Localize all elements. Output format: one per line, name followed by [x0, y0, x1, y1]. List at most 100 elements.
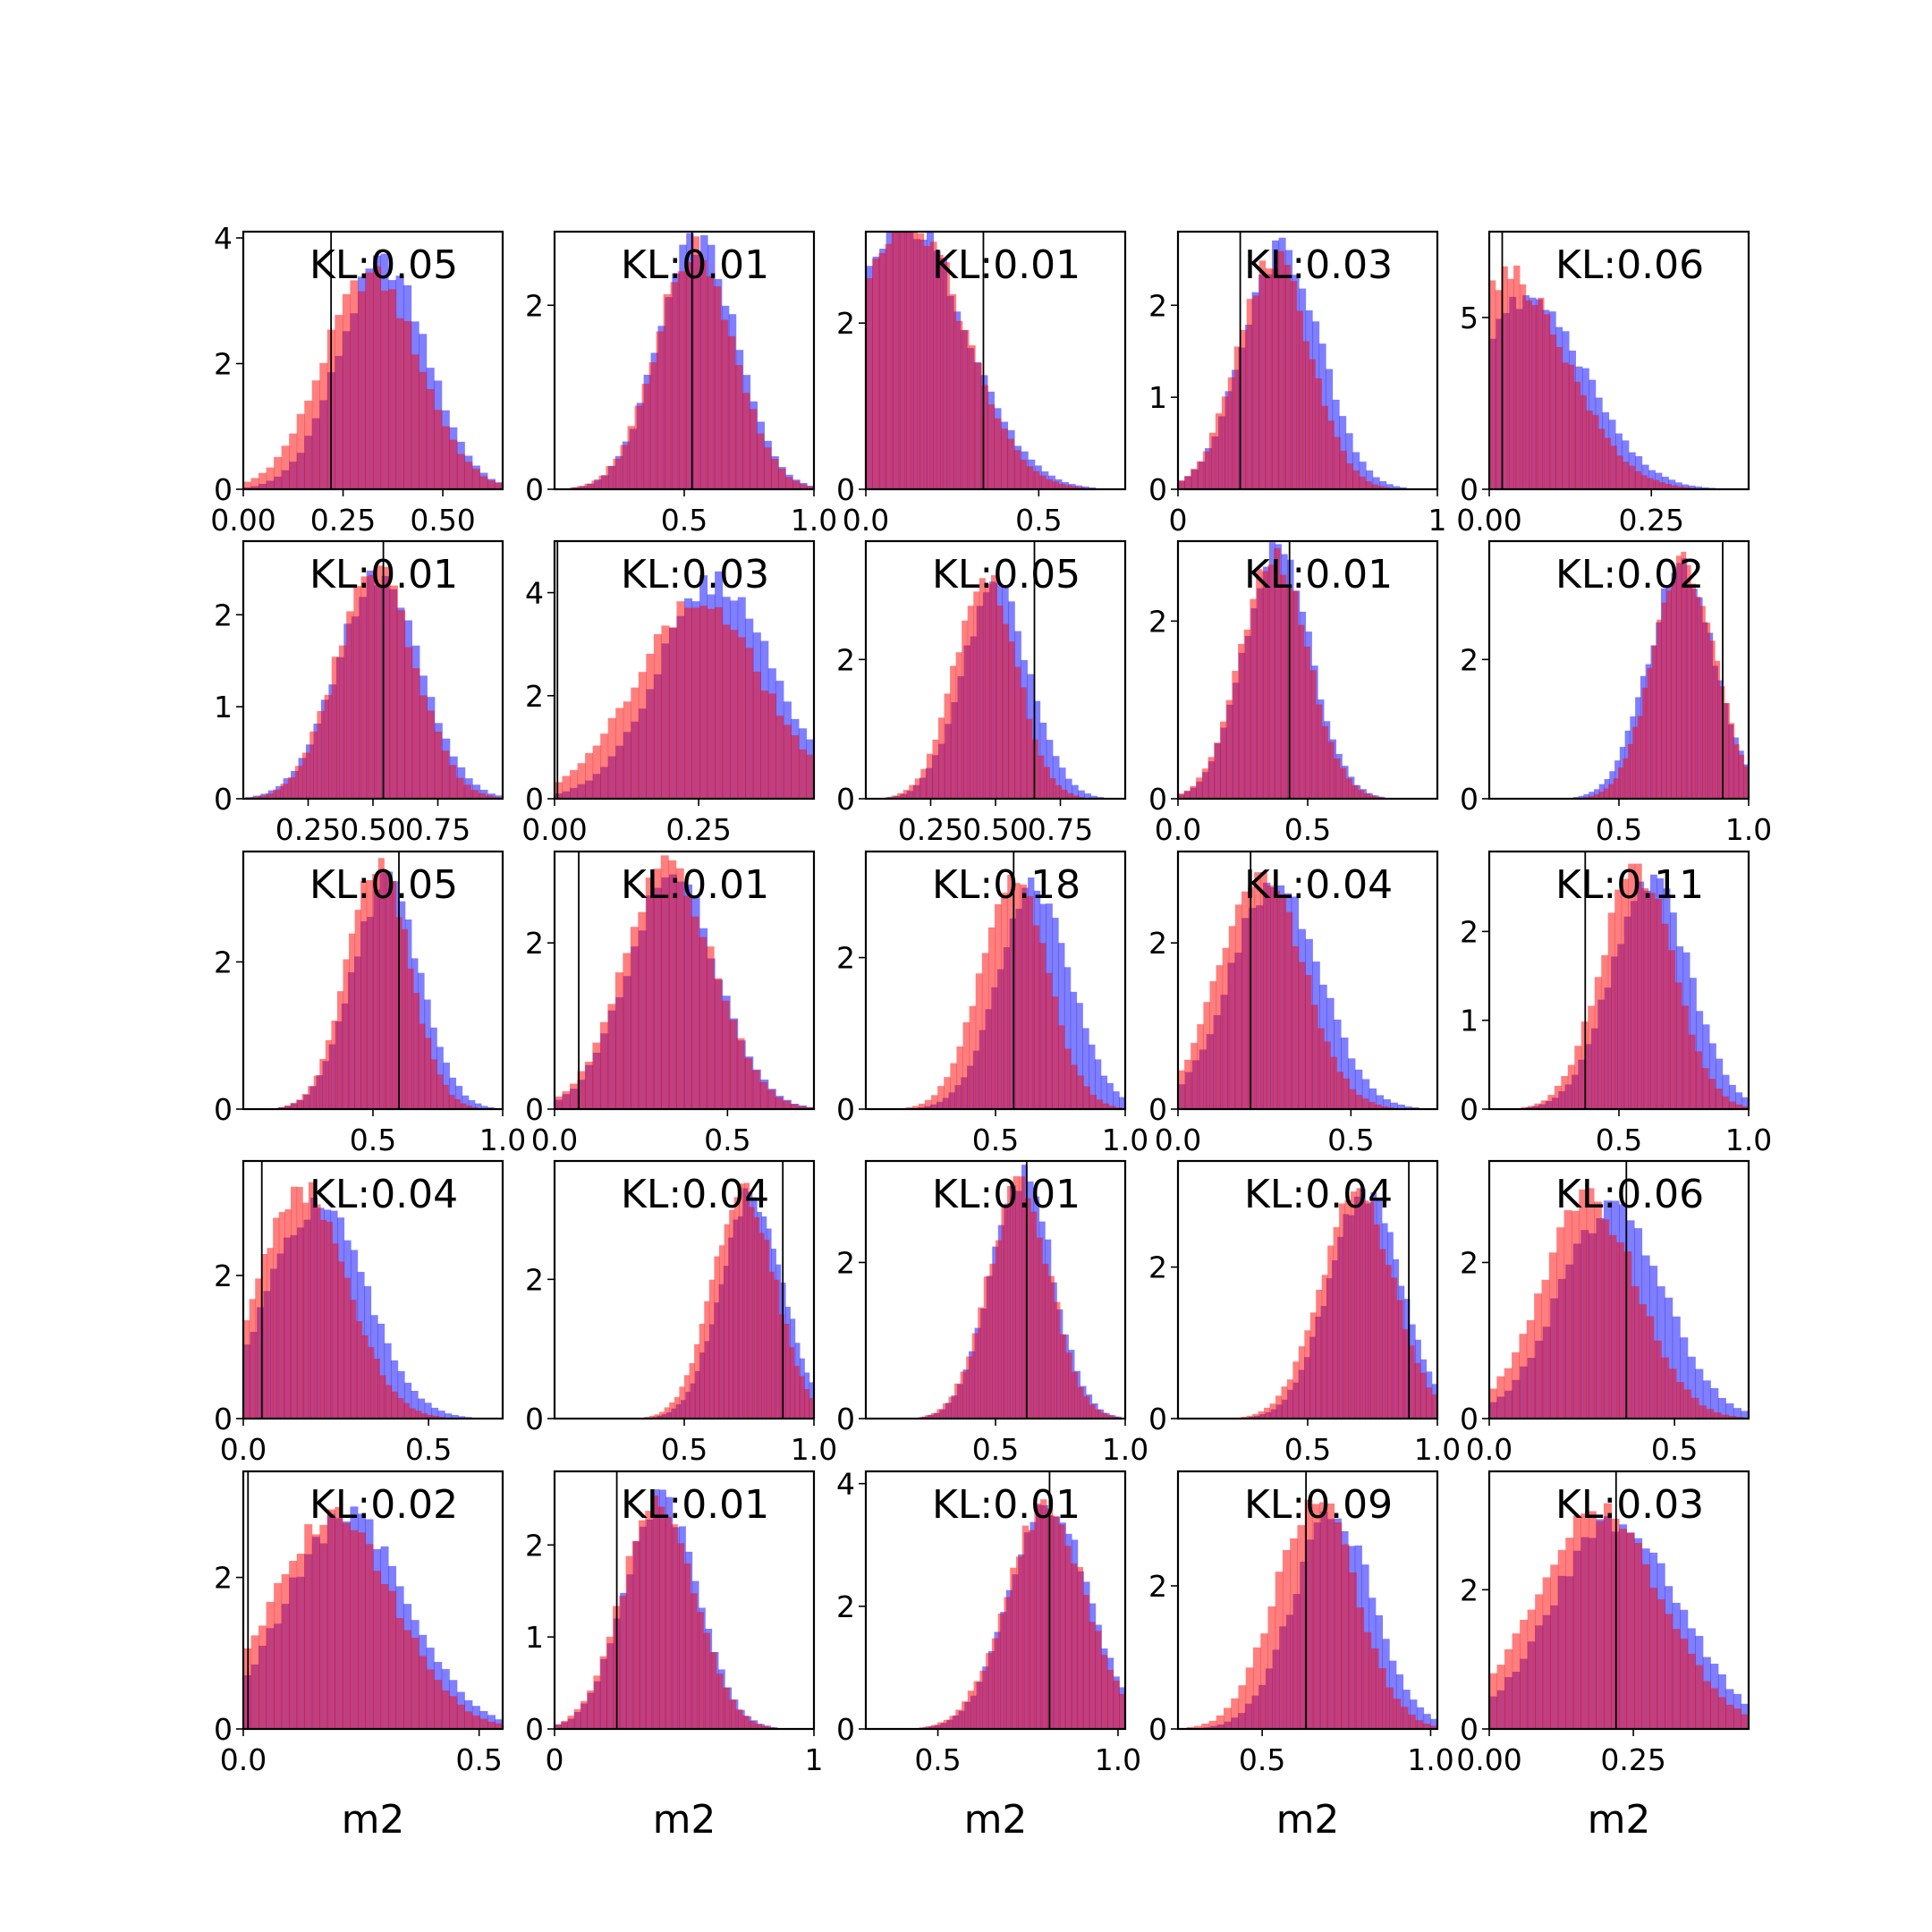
red-histogram-bin — [1269, 1403, 1276, 1419]
plot-area — [1572, 541, 1749, 799]
panel-2: 0 2 0.5 1.0 KL:0.01 — [525, 230, 837, 538]
red-histogram-bin — [336, 991, 343, 1109]
red-histogram-bin — [1113, 1680, 1120, 1729]
red-histogram-bin — [380, 290, 389, 489]
red-histogram-bin — [1628, 465, 1636, 489]
red-histogram-bin — [962, 1701, 969, 1729]
red-histogram-bin — [1064, 1048, 1072, 1109]
red-histogram-bin — [354, 910, 361, 1109]
red-histogram-bin — [1245, 1667, 1254, 1729]
red-histogram-bin — [1496, 1376, 1505, 1419]
red-histogram-bin — [706, 275, 715, 489]
red-histogram-bin — [684, 262, 693, 489]
red-histogram-bin — [962, 620, 969, 799]
red-histogram-bin — [1512, 1633, 1521, 1729]
red-histogram-bin — [708, 1279, 715, 1419]
red-histogram-bin — [1336, 1072, 1344, 1109]
red-histogram-bin — [479, 476, 488, 489]
red-histogram-bin — [1596, 1521, 1605, 1729]
red-histogram-bin — [798, 749, 807, 799]
red-histogram-bin — [1201, 768, 1209, 799]
y-tick-label: 0 — [1460, 1712, 1479, 1747]
red-histogram-bin — [623, 701, 631, 799]
red-histogram-bin — [691, 607, 700, 799]
red-histogram-bin — [683, 1375, 691, 1419]
red-histogram-bin — [1519, 1334, 1528, 1419]
red-histogram-bin — [657, 1506, 665, 1729]
red-histogram-bin — [258, 1625, 267, 1729]
red-histogram-bin — [1402, 1329, 1410, 1419]
red-histogram-bin — [1273, 891, 1281, 1109]
red-histogram-bin — [1000, 428, 1008, 489]
red-histogram-bin — [1374, 1104, 1382, 1109]
red-histogram-bin — [281, 445, 290, 489]
red-histogram-bin — [296, 1554, 305, 1729]
red-histogram-bin — [1489, 280, 1496, 489]
red-histogram-bin — [1520, 1620, 1529, 1729]
red-histogram-bin — [1695, 1051, 1703, 1109]
red-histogram-bin — [664, 1516, 672, 1729]
x-tick-label: 0.5 — [661, 1432, 708, 1467]
red-histogram-bin — [969, 1005, 977, 1109]
red-histogram-bin — [1646, 1316, 1655, 1419]
red-histogram-bin — [1327, 420, 1335, 489]
red-histogram-bin — [1556, 1227, 1565, 1419]
x-tick-label: 0.50 — [340, 812, 405, 847]
red-histogram-bin — [1724, 702, 1730, 799]
red-histogram-bin — [774, 1279, 780, 1419]
red-histogram-bin — [656, 331, 665, 489]
red-histogram-bin — [902, 790, 910, 799]
red-histogram-bin — [1233, 346, 1241, 489]
blue-histogram-bin — [1397, 1104, 1405, 1109]
red-histogram-bin — [1681, 551, 1687, 799]
red-histogram-bin — [1603, 1503, 1612, 1729]
red-histogram-bin — [669, 1402, 675, 1419]
kl-annotation: KL:0.05 — [309, 862, 458, 908]
red-histogram-bin — [715, 606, 724, 799]
red-histogram-bin — [1197, 1024, 1204, 1109]
red-histogram-bin — [365, 1544, 374, 1729]
red-histogram-bin — [979, 1670, 987, 1729]
kl-annotation: KL:0.04 — [309, 1172, 458, 1217]
red-histogram-bin — [577, 486, 585, 489]
red-histogram-bin — [464, 462, 473, 489]
red-histogram-bin — [1282, 1549, 1291, 1729]
kl-annotation: KL:0.01 — [1244, 552, 1393, 597]
blue-histogram-bin — [1347, 1058, 1356, 1109]
x-tick-label: 0.25 — [1600, 1742, 1665, 1777]
red-histogram-bin — [966, 1356, 973, 1419]
red-histogram-bin — [1359, 476, 1366, 489]
red-histogram-bin — [987, 927, 996, 1109]
x-axis-label: m2 — [964, 1797, 1028, 1843]
kl-annotation: KL:0.04 — [621, 1172, 769, 1217]
red-histogram-bin — [355, 1321, 363, 1419]
red-histogram-bin — [1209, 981, 1217, 1109]
red-histogram-bin — [806, 486, 814, 489]
red-histogram-bin — [664, 1407, 670, 1419]
red-histogram-bin — [1526, 1319, 1535, 1419]
red-histogram-bin — [1001, 893, 1008, 1109]
red-histogram-bin — [434, 410, 443, 489]
blue-histogram-bin — [1668, 479, 1676, 489]
red-histogram-bin — [1216, 1715, 1224, 1729]
panel-21: 0 2 0.0 0.5 KL:0.02 m2 — [214, 1470, 504, 1843]
kl-annotation: KL:0.11 — [1555, 862, 1704, 908]
blue-histogram-bin — [1076, 1003, 1083, 1109]
red-histogram-bin — [426, 1669, 435, 1729]
red-histogram-bin — [760, 691, 769, 799]
red-histogram-bin — [737, 637, 746, 799]
red-histogram-bin — [1042, 1263, 1049, 1419]
red-histogram-bin — [1653, 1340, 1662, 1419]
x-tick-label: 0.0 — [531, 1123, 578, 1157]
red-histogram-bin — [606, 1636, 614, 1729]
red-histogram-bin — [1647, 478, 1654, 489]
red-histogram-bin — [273, 789, 281, 799]
red-histogram-bin — [1020, 460, 1028, 489]
blue-histogram-bin — [1366, 470, 1374, 489]
y-tick-label: 2 — [1148, 1569, 1167, 1604]
red-histogram-bin — [1349, 1572, 1357, 1729]
red-histogram-bin — [1616, 455, 1623, 489]
red-histogram-bin — [1623, 462, 1630, 489]
red-histogram-bin — [1580, 1513, 1589, 1729]
red-histogram-bin — [917, 233, 925, 489]
